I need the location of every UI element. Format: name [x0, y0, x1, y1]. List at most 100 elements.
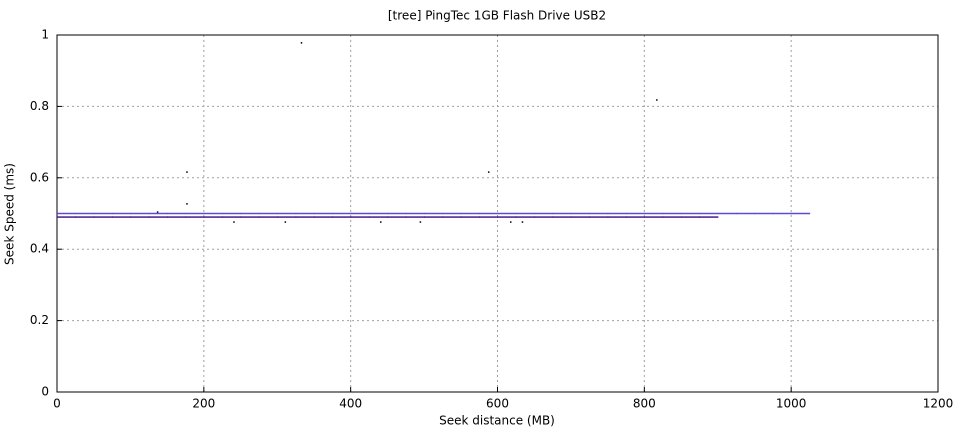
point	[93, 216, 113, 218]
x-tick-label: 600	[486, 397, 509, 411]
point	[699, 216, 719, 218]
point	[75, 212, 95, 215]
point	[332, 212, 352, 215]
point	[656, 99, 658, 101]
point	[534, 216, 554, 218]
y-tick-label: 1	[41, 28, 49, 42]
point	[479, 212, 499, 215]
point	[203, 212, 223, 215]
point	[258, 212, 278, 215]
point	[570, 216, 590, 218]
x-tick-label: 1000	[776, 397, 807, 411]
point	[460, 212, 480, 215]
point	[625, 216, 645, 218]
point	[258, 216, 278, 218]
point	[497, 212, 517, 215]
point	[156, 211, 159, 213]
point	[424, 212, 444, 215]
point	[552, 212, 572, 215]
y-tick-label: 0.8	[30, 99, 49, 113]
point	[240, 216, 260, 218]
point	[300, 42, 303, 44]
point	[460, 216, 480, 218]
point	[387, 216, 407, 218]
point	[369, 216, 389, 218]
point	[662, 216, 682, 218]
point	[509, 221, 512, 223]
point	[233, 221, 235, 223]
point	[424, 216, 444, 218]
point	[313, 212, 333, 215]
point	[130, 216, 150, 218]
point	[380, 221, 382, 223]
point	[681, 216, 701, 218]
point	[487, 171, 490, 173]
point	[515, 216, 535, 218]
point	[589, 212, 609, 215]
x-tick-label: 200	[192, 397, 215, 411]
point	[662, 212, 682, 215]
point	[772, 212, 792, 215]
point	[736, 212, 756, 215]
point	[93, 212, 113, 215]
x-tick-label: 800	[633, 397, 656, 411]
x-tick-label: 400	[339, 397, 362, 411]
point	[497, 216, 517, 218]
x-tick-label: 1200	[923, 397, 954, 411]
point	[167, 216, 187, 218]
point	[185, 212, 205, 215]
point	[607, 216, 627, 218]
point	[148, 212, 168, 215]
point	[186, 203, 188, 205]
point	[442, 212, 462, 215]
point	[350, 212, 370, 215]
point	[186, 171, 188, 173]
point	[185, 216, 205, 218]
point	[130, 212, 150, 215]
point	[295, 212, 315, 215]
x-tick-label: 0	[53, 397, 61, 411]
point	[57, 212, 76, 215]
point	[57, 216, 76, 218]
point	[405, 212, 425, 215]
point	[295, 216, 315, 218]
point	[313, 216, 333, 218]
point	[222, 216, 242, 218]
point	[350, 216, 370, 218]
point	[717, 212, 737, 215]
point	[277, 216, 297, 218]
point	[332, 216, 352, 218]
point	[534, 212, 554, 215]
point	[419, 221, 422, 223]
y-tick-label: 0.2	[30, 313, 49, 327]
point	[167, 212, 187, 215]
point	[222, 212, 242, 215]
chart-title: [tree] PingTec 1GB Flash Drive USB2	[388, 9, 606, 23]
x-axis-label: Seek distance (MB)	[439, 414, 555, 428]
point	[387, 212, 407, 215]
point	[277, 212, 297, 215]
point	[644, 212, 664, 215]
point	[112, 212, 132, 215]
point	[203, 216, 223, 218]
point	[515, 212, 535, 215]
point	[240, 212, 260, 215]
y-tick-label: 0.4	[30, 242, 49, 256]
point	[479, 216, 499, 218]
point	[791, 212, 811, 215]
point	[644, 216, 664, 218]
point	[405, 216, 425, 218]
point	[112, 216, 132, 218]
point	[754, 212, 774, 215]
point	[570, 212, 590, 215]
point	[284, 221, 287, 223]
y-tick-label: 0.6	[30, 170, 49, 184]
point	[607, 212, 627, 215]
point	[625, 212, 645, 215]
y-axis-label: Seek Speed (ms)	[3, 163, 17, 265]
point	[589, 216, 609, 218]
point	[75, 216, 95, 218]
point	[369, 212, 389, 215]
